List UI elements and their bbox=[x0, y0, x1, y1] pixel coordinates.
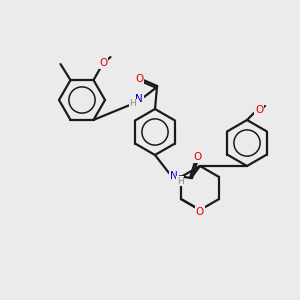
Text: O: O bbox=[99, 58, 108, 68]
Text: O: O bbox=[255, 105, 263, 115]
Text: O: O bbox=[194, 152, 202, 162]
Text: H: H bbox=[130, 100, 136, 109]
Text: H: H bbox=[177, 176, 183, 185]
Text: O: O bbox=[196, 207, 204, 217]
Text: N: N bbox=[170, 171, 178, 181]
Text: N: N bbox=[135, 94, 143, 104]
Text: O: O bbox=[135, 74, 143, 84]
